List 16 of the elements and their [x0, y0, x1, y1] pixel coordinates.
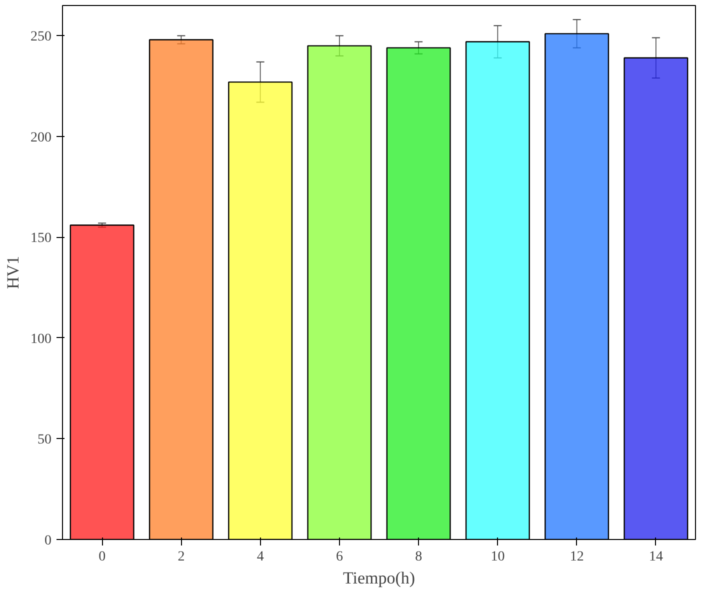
y-tick-label: 250 [30, 30, 52, 45]
y-tick-label: 100 [30, 332, 52, 347]
y-axis-title: HV1 [4, 256, 22, 290]
x-tick-label: 14 [648, 550, 663, 564]
x-tick-label: 12 [570, 550, 584, 564]
x-axis-title: Tiempo(h) [342, 568, 416, 588]
y-tick-label: 150 [30, 231, 52, 246]
x-tick-label: 8 [415, 550, 422, 564]
x-tick-label: 10 [490, 550, 505, 564]
y-tick-label: 50 [38, 432, 52, 448]
y-tick-label: 200 [30, 130, 52, 146]
y-tick-label: 0 [44, 534, 52, 548]
x-tick-label: 4 [256, 550, 264, 564]
x-tick-label: 6 [336, 550, 343, 564]
x-tick-label: 0 [98, 550, 106, 564]
x-tick-label: 2 [178, 550, 185, 564]
